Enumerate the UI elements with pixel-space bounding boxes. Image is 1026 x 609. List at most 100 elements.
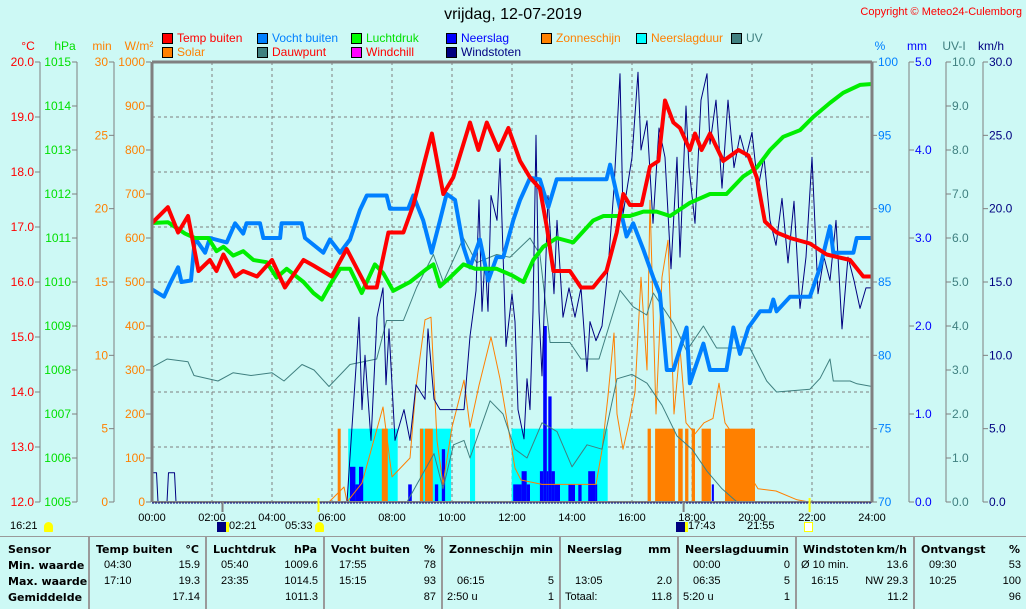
legend-swatch (731, 32, 742, 44)
table-cell-value: 1011.3 (285, 591, 318, 603)
axis-title-temp: °C (21, 39, 35, 53)
table-column-unit: % (423, 543, 435, 556)
legend-item: Neerslagduur (636, 31, 723, 45)
legend-item: Neerslag (446, 31, 509, 45)
axis-tick-label: 1.0 (915, 407, 932, 421)
table-column: Temp buiten °C 04:30 15.9 17:10 19.3 17.14 (88, 537, 207, 609)
moon-phase-icon (217, 522, 229, 532)
table-cell-value: 96 (1008, 591, 1021, 603)
legend-swatch (446, 46, 457, 58)
series-line-windstoten (152, 71, 872, 503)
zonneschijn-bar (725, 428, 755, 502)
sunrise-icon (315, 522, 324, 532)
x-tick-label: 22:00 (798, 512, 826, 524)
table-cell-time: 06:15 (457, 575, 485, 587)
axis-tick-label: 95 (878, 128, 892, 142)
legend-item: Dauwpunt (257, 45, 326, 59)
axis-tick-label: 1009 (44, 319, 71, 333)
axis-tick-label: 1008 (44, 363, 71, 377)
table-column-header: Temp buiten (96, 543, 173, 556)
neerslag-bar (595, 484, 598, 502)
table-cell-time: 06:35 (693, 575, 721, 587)
zonneschijn-bar (425, 428, 433, 502)
legend-item: Windchill (351, 45, 414, 59)
axis-tick-label: 1012 (44, 187, 71, 201)
legend-label: Windstoten (461, 45, 522, 59)
series-line-dauwpunt (151, 237, 873, 393)
table-cell-time: 09:30 (929, 559, 957, 571)
axis-tick-label: 400 (125, 319, 145, 333)
axis-tick-label: 1.0 (952, 451, 969, 465)
neerslag-bar (546, 471, 549, 502)
axis-tick-label: 300 (125, 363, 145, 377)
axis-tick-label: 600 (125, 231, 145, 245)
table-row-label: Gemiddelde (8, 591, 83, 604)
x-tick-label: 02:00 (198, 512, 226, 524)
series-line-temp-buiten (150, 98, 872, 290)
axis-tick-label: 75 (878, 422, 892, 436)
table-cell-time: 10:25 (929, 575, 957, 587)
sun-moon-time: 02:21 (229, 520, 257, 532)
table-cell-time: Totaal: (565, 591, 598, 603)
zonneschijn-bar (701, 428, 711, 502)
x-tick-label: 16:00 (618, 512, 646, 524)
neerslag-bar (434, 484, 439, 502)
moon-phase-icon (676, 522, 688, 532)
zonneschijn-bar (419, 428, 424, 502)
table-column-header: Luchtdruk (213, 543, 276, 556)
neerslag-bar (548, 396, 552, 502)
table-cell-value: 11.2 (887, 591, 908, 603)
axis-tick-label: 3.0 (915, 231, 932, 245)
table-column-unit: min (529, 543, 553, 556)
axis-title-rain: mm (907, 39, 927, 53)
table-cell-value: 5 (547, 575, 554, 587)
neerslag-bar (588, 471, 596, 502)
axis-tick-label: 18.0 (11, 165, 35, 179)
axis-tick-label: 1011 (45, 231, 71, 245)
axis-tick-label: 4.0 (952, 319, 969, 333)
axis-tick-label: 20.0 (989, 202, 1013, 216)
table-cell-time: 5:20 u (683, 591, 714, 603)
axis-tick-label: 25 (95, 128, 109, 142)
table-column-unit: °C (185, 543, 199, 556)
series-line-uv (406, 373, 738, 503)
axis-tick-label: 10 (95, 348, 109, 362)
axis-title-minutes: min (92, 39, 111, 53)
axis-tick-label: 25.0 (989, 128, 1013, 142)
axis-tick-label: 85 (878, 275, 892, 289)
table-column-header: Windstoten (803, 543, 875, 556)
zonneschijn-bar (655, 428, 675, 502)
series-line-luchtdruk (151, 82, 873, 302)
legend-swatch (351, 46, 362, 58)
neerslag-bar (551, 471, 555, 502)
zonneschijn-bar (685, 428, 689, 502)
table-cell-value: 100 (1002, 575, 1021, 587)
axis-tick-label: 1013 (44, 143, 71, 157)
table-cell-time: 04:30 (104, 559, 132, 571)
axis-title-solar: W/m² (125, 39, 154, 53)
table-cell-value: NW 29.3 (865, 575, 908, 587)
legend-item: Luchtdruk (351, 31, 419, 45)
axis-title-uv: UV-I (942, 39, 965, 53)
axis-tick-label: 2.0 (952, 407, 969, 421)
table-cell-value: 15.9 (178, 559, 200, 571)
zonneschijn-bar (647, 428, 651, 502)
table-cell-time: 00:00 (693, 559, 721, 571)
neerslag-bar (441, 449, 446, 502)
neerslag-bar (539, 471, 544, 502)
neerslagduur-bar (470, 428, 476, 502)
table-column: Luchtdruk hPa 05:40 1009.6 23:35 1014.5 1011.3 (205, 537, 325, 609)
axis-tick-label: 30 (95, 55, 109, 69)
neerslag-bar (554, 484, 560, 502)
table-cell-time: 23:35 (221, 575, 249, 587)
table-row-label: Min. waarde (8, 559, 85, 572)
axis-title-wind: km/h (978, 39, 1004, 53)
x-tick-label: 20:00 (738, 512, 766, 524)
table-cell-value: 1 (783, 591, 790, 603)
copyright: Copyright © Meteo24-Culemborg (860, 6, 1022, 18)
table-cell-time: 05:40 (221, 559, 249, 571)
axis-tick-label: 90 (878, 202, 892, 216)
zonneschijn-bar (337, 428, 341, 502)
table-cell-time: 16:15 (811, 575, 839, 587)
table-cell-value: 0 (783, 559, 790, 571)
